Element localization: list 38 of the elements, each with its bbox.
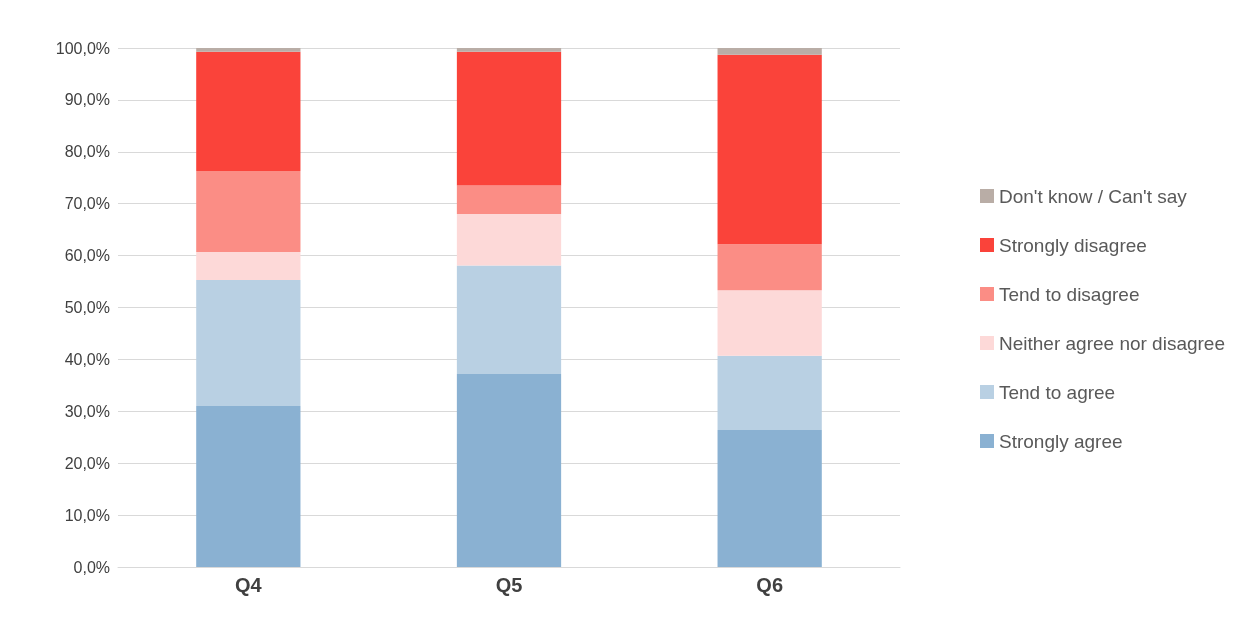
bar bbox=[456, 214, 562, 266]
bar bbox=[456, 265, 562, 374]
bar bbox=[456, 48, 562, 52]
y-tick-label: 30,0% bbox=[64, 402, 110, 420]
bar bbox=[196, 279, 301, 407]
y-tick-label: 80,0% bbox=[64, 143, 110, 161]
bar bbox=[717, 54, 822, 245]
bar bbox=[717, 429, 822, 567]
y-tick-label: 20,0% bbox=[64, 454, 110, 472]
y-tick-label: 90,0% bbox=[64, 91, 110, 109]
bar bbox=[456, 373, 562, 567]
x-tick-label: Q4 bbox=[234, 574, 263, 596]
y-tick-label: 40,0% bbox=[64, 350, 110, 368]
bar bbox=[717, 290, 822, 356]
bar bbox=[196, 406, 301, 567]
x-tick-label: Q5 bbox=[495, 574, 523, 596]
bar bbox=[717, 355, 822, 430]
bar bbox=[456, 51, 562, 186]
x-tick-label: Q6 bbox=[756, 574, 784, 596]
y-tick-label: 50,0% bbox=[64, 299, 110, 316]
y-tick-label: 60,0% bbox=[64, 247, 110, 265]
legend-label: Strongly disagree bbox=[998, 234, 1147, 256]
y-tick-label: 10,0% bbox=[64, 506, 110, 524]
y-tick-label: 70,0% bbox=[64, 195, 110, 213]
legend-label: Don't know / Can't say bbox=[998, 185, 1188, 207]
y-tick-label: 0,0% bbox=[73, 558, 110, 576]
bar bbox=[717, 48, 822, 55]
bar bbox=[196, 171, 301, 252]
legend-label: Tend to agree bbox=[998, 381, 1116, 403]
bar bbox=[717, 244, 822, 291]
bar bbox=[456, 185, 562, 215]
legend-label: Strongly agree bbox=[998, 430, 1123, 452]
bar bbox=[196, 51, 301, 171]
bar bbox=[196, 251, 301, 280]
y-tick-label: 100,0% bbox=[55, 39, 110, 57]
legend-label: Neither agree nor disagree bbox=[998, 332, 1226, 354]
legend-label: Tend to disagree bbox=[998, 283, 1140, 305]
bar bbox=[196, 48, 301, 52]
